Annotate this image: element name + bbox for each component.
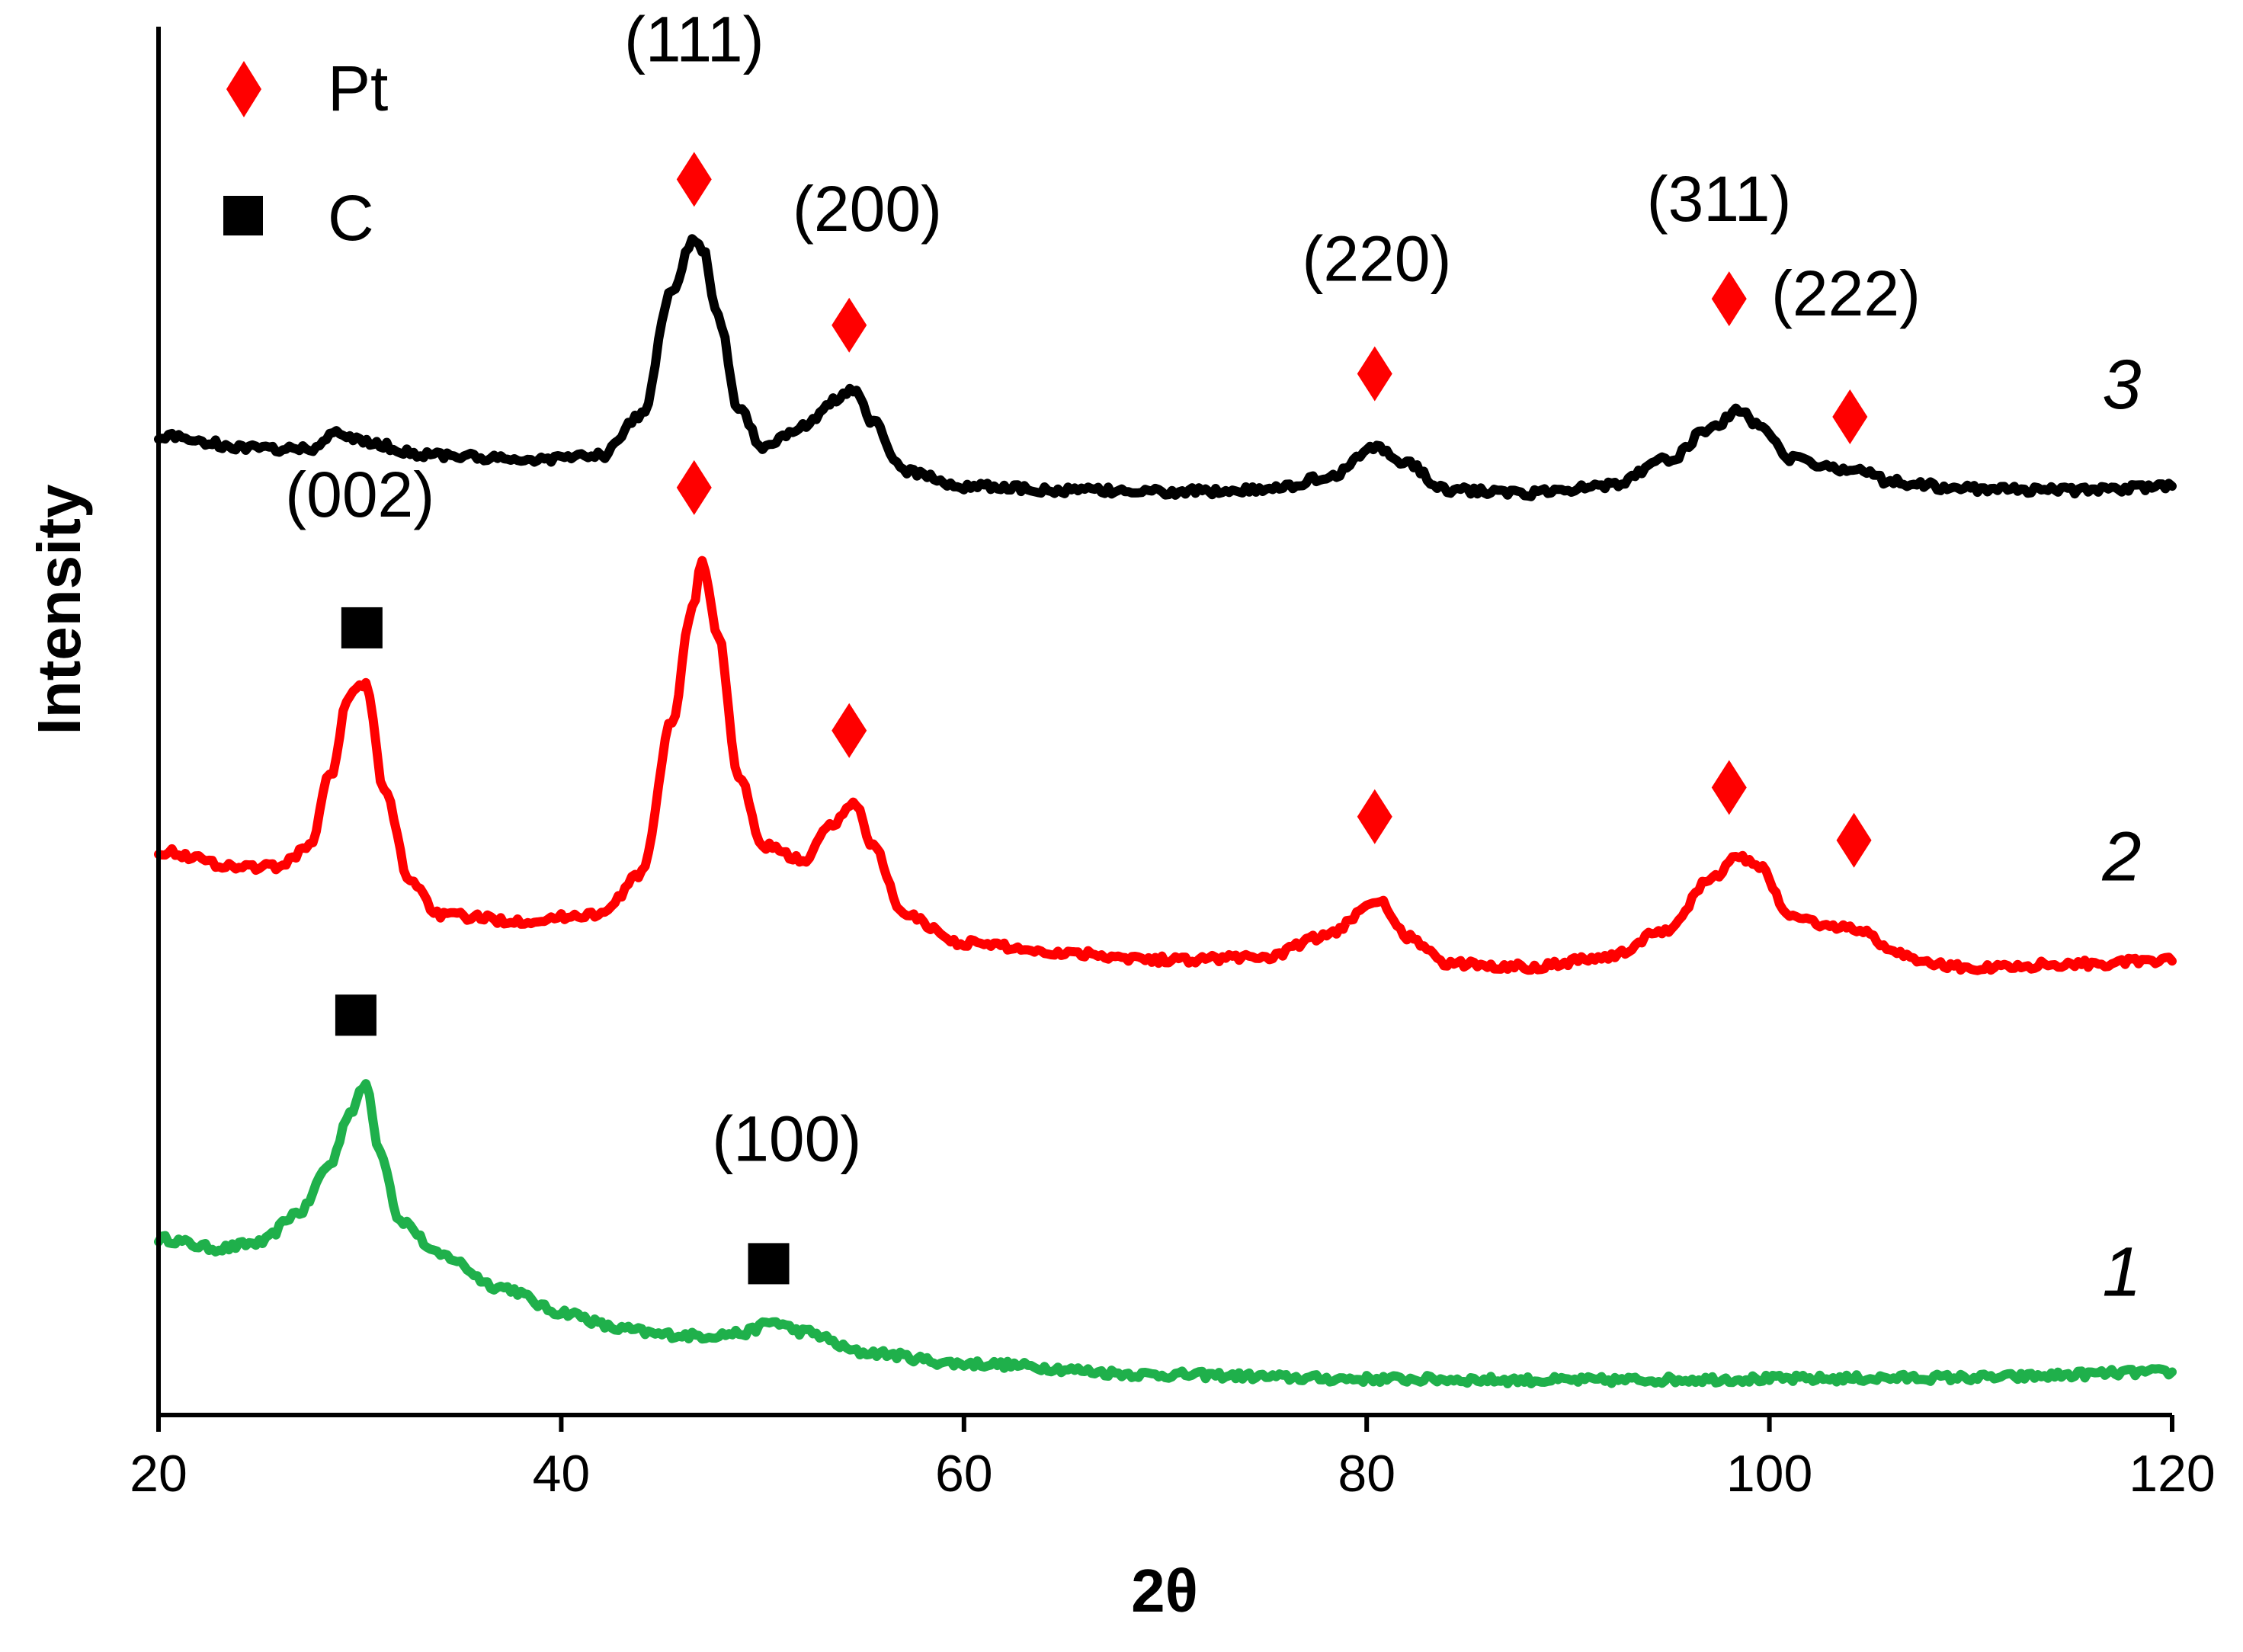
axes — [156, 27, 2172, 1417]
legend-c-label: C — [328, 182, 374, 254]
legend: Pt C — [223, 53, 388, 254]
x-tick-label-40: 40 — [533, 1445, 591, 1503]
x-ticks: 20 40 60 80 100 120 — [130, 1415, 2216, 1503]
legend-c-square-marker — [223, 196, 263, 235]
pt-diamond-marker — [1357, 789, 1392, 844]
peak-annotation: (002) — [285, 459, 434, 530]
x-tick-label-100: 100 — [1726, 1445, 1812, 1503]
x-tick-label-80: 80 — [1338, 1445, 1395, 1503]
series-2-line — [154, 555, 2177, 975]
pt-diamond-marker — [832, 297, 867, 353]
curve-label-2: 2 — [2101, 818, 2141, 896]
x-tick-label-120: 120 — [2129, 1445, 2215, 1503]
peak-annotations: (111) (200) (220) (311) (222) (002) (100) — [285, 4, 1921, 1175]
c-square-marker — [335, 994, 377, 1036]
pt-diamond-marker — [676, 152, 712, 207]
peak-markers — [335, 152, 1872, 1285]
pt-diamond-marker — [1711, 760, 1747, 815]
x-axis-title: 2θ — [1131, 1557, 1198, 1625]
peak-annotation: (220) — [1302, 223, 1451, 294]
pt-diamond-marker — [1836, 812, 1872, 868]
x-tick-label-60: 60 — [935, 1445, 993, 1503]
pt-diamond-marker — [676, 459, 712, 515]
peak-annotation: (222) — [1771, 258, 1921, 329]
curve-label-3: 3 — [2102, 346, 2141, 424]
series-3-line — [154, 234, 2177, 501]
curve-labels: 3 2 1 — [2101, 346, 2141, 1311]
peak-annotation: (111) — [624, 4, 764, 75]
peak-annotation: (100) — [712, 1103, 861, 1175]
curve-label-1: 1 — [2102, 1233, 2141, 1311]
peak-annotation: (311) — [1647, 163, 1792, 235]
pt-diamond-marker — [832, 703, 867, 758]
series-1-line — [154, 1079, 2177, 1388]
legend-pt-diamond-marker — [226, 61, 261, 117]
pt-diamond-marker — [1357, 346, 1392, 402]
plot-lines — [154, 234, 2177, 1388]
y-axis-title: Intensity — [25, 484, 93, 735]
c-square-marker — [748, 1243, 790, 1285]
peak-annotation: (200) — [793, 173, 942, 245]
pt-diamond-marker — [1832, 389, 1868, 444]
pt-diamond-marker — [1711, 271, 1747, 327]
c-square-marker — [341, 607, 383, 648]
legend-pt-label: Pt — [328, 53, 388, 124]
x-tick-label-20: 20 — [130, 1445, 187, 1503]
